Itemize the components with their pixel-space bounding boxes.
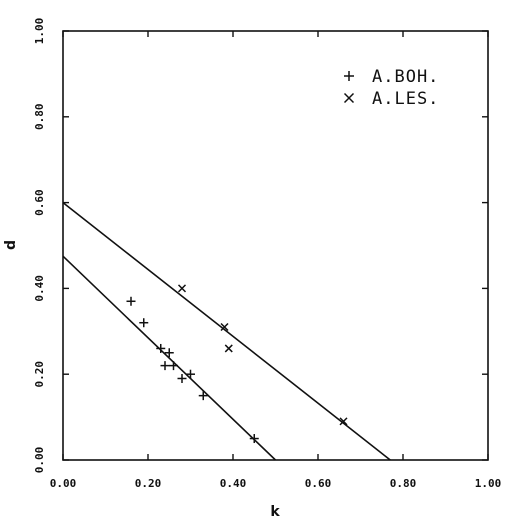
data-point-plus: [139, 318, 149, 328]
x-tick-label: 0.20: [135, 477, 162, 490]
data-point-cross: [220, 322, 229, 332]
x-tick-label: 0.80: [390, 477, 417, 490]
data-point-plus: [249, 434, 259, 444]
y-tick-label: 0.80: [33, 104, 46, 131]
x-tick-label: 0.40: [220, 477, 247, 490]
data-points: [126, 284, 348, 444]
data-point-plus: [186, 369, 195, 379]
axis-ticks: 0.00 0.20 0.40 0.60 0.80 1.00 0.00 0.20 0.40 0.60…: [33, 18, 501, 490]
data-point-plus: [198, 391, 208, 401]
data-point-plus: [177, 373, 187, 383]
y-tick-label: 1.00: [33, 18, 46, 45]
y-axis-label: d: [3, 240, 19, 250]
fit-lines: [62, 201, 391, 461]
legend-marker-plus: [344, 71, 354, 81]
x-axis-label: k: [270, 504, 280, 520]
data-point-plus: [169, 361, 178, 371]
legend: A.BOH.A.LES.: [343, 67, 439, 109]
data-point-plus: [156, 343, 166, 353]
data-point-cross: [224, 344, 233, 353]
data-point-cross: [177, 284, 187, 293]
x-tick-label: 0.00: [50, 477, 77, 490]
fit-line: [62, 255, 277, 461]
x-tick-label: 1.00: [475, 477, 502, 490]
data-point-plus: [164, 348, 174, 358]
legend-marker-cross: [343, 92, 355, 104]
y-tick-label: 0.60: [33, 189, 46, 216]
y-tick-label: 0.40: [33, 275, 46, 302]
data-point-plus: [160, 361, 170, 371]
data-point-cross: [339, 417, 348, 426]
legend-label: A.LES.: [372, 89, 439, 109]
y-tick-label: 0.20: [33, 361, 46, 388]
legend-label: A.BOH.: [372, 67, 439, 87]
fit-line: [62, 201, 391, 461]
x-tick-label: 0.60: [305, 477, 332, 490]
y-tick-label: 0.00: [33, 447, 46, 474]
data-point-plus: [126, 296, 136, 306]
